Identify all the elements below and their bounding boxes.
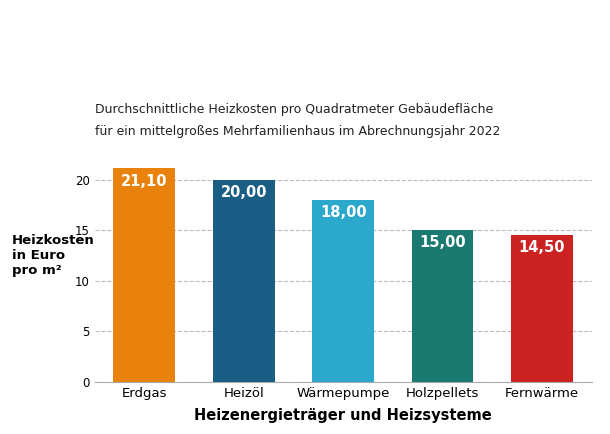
Text: 15,00: 15,00 [419,235,466,250]
Text: Durchschnittliche Heizkosten pro Quadratmeter Gebäudefläche: Durchschnittliche Heizkosten pro Quadrat… [95,103,493,116]
Bar [213,180,274,382]
Text: 21,10: 21,10 [121,174,168,188]
Text: Heizkosten
in Euro
pro m²: Heizkosten in Euro pro m² [12,234,95,277]
Text: Stand: 09/2023  |  Daten: www.co2online.de  |  Grafik: www.heizspiegel.de: Stand: 09/2023 | Daten: www.co2online.de… [12,414,325,423]
Text: 14,50: 14,50 [518,240,565,255]
Bar [511,235,573,382]
Text: 20,00: 20,00 [220,184,267,200]
Bar [312,200,374,382]
Polygon shape [409,393,610,420]
Text: und Heizsysteme in Deutschland: und Heizsysteme in Deutschland [119,59,491,79]
Bar [113,168,175,382]
Text: 18,00: 18,00 [320,205,367,220]
Text: für ein mittelgroßes Mehrfamilienhaus im Abrechnungsjahr 2022: für ein mittelgroßes Mehrfamilienhaus im… [95,125,500,138]
Bar [412,230,473,382]
Text: Heizkosten für verschiedene Energieträger: Heizkosten für verschiedene Energieträge… [60,24,550,43]
X-axis label: Heizenergieträger und Heizsysteme: Heizenergieträger und Heizsysteme [194,408,492,423]
